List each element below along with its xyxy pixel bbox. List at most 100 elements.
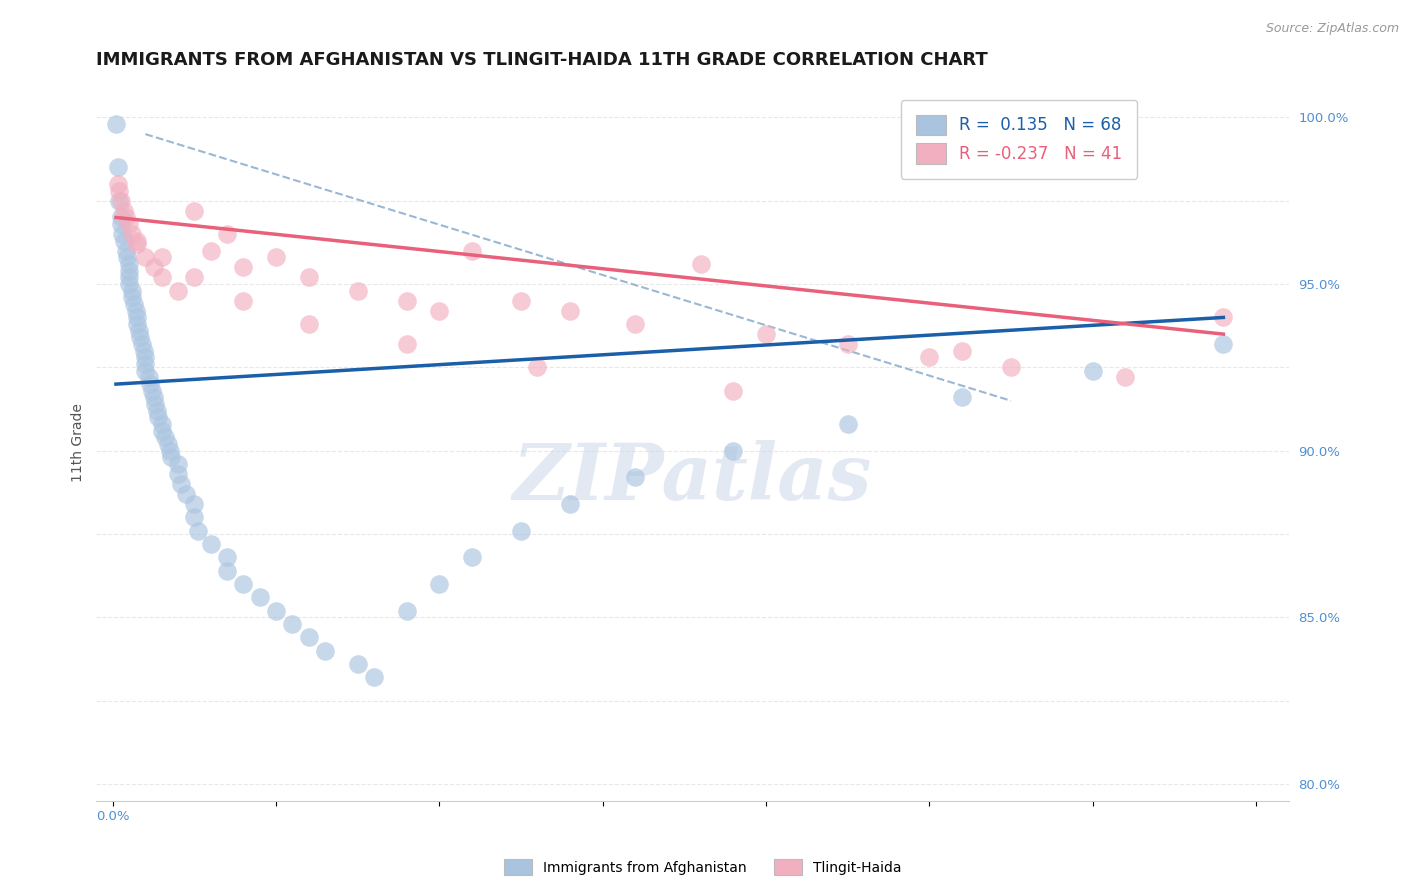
- Point: [134, 251, 156, 265]
- Point: [121, 284, 143, 298]
- Point: [363, 670, 385, 684]
- Point: [121, 227, 143, 241]
- Point: [167, 284, 190, 298]
- Point: [249, 591, 271, 605]
- Point: [129, 330, 152, 344]
- Point: [146, 404, 169, 418]
- Point: [150, 251, 173, 265]
- Point: [395, 293, 418, 308]
- Point: [200, 244, 222, 258]
- Point: [689, 257, 711, 271]
- Point: [160, 450, 183, 465]
- Point: [200, 537, 222, 551]
- Point: [624, 317, 647, 331]
- Point: [232, 577, 254, 591]
- Point: [150, 270, 173, 285]
- Point: [131, 337, 153, 351]
- Point: [143, 397, 166, 411]
- Point: [112, 203, 135, 218]
- Point: [264, 251, 287, 265]
- Point: [1114, 370, 1136, 384]
- Point: [148, 410, 170, 425]
- Point: [110, 217, 132, 231]
- Point: [461, 550, 484, 565]
- Point: [264, 604, 287, 618]
- Point: [183, 510, 205, 524]
- Point: [1081, 364, 1104, 378]
- Point: [215, 550, 238, 565]
- Point: [118, 257, 141, 271]
- Point: [117, 251, 139, 265]
- Point: [139, 377, 162, 392]
- Point: [150, 424, 173, 438]
- Point: [755, 327, 778, 342]
- Point: [134, 351, 156, 365]
- Point: [118, 270, 141, 285]
- Point: [110, 211, 132, 225]
- Point: [918, 351, 941, 365]
- Text: ZIPatlas: ZIPatlas: [513, 440, 872, 516]
- Point: [346, 284, 368, 298]
- Point: [142, 260, 165, 275]
- Point: [187, 524, 209, 538]
- Legend: R =  0.135   N = 68, R = -0.237   N = 41: R = 0.135 N = 68, R = -0.237 N = 41: [901, 100, 1137, 178]
- Point: [298, 317, 321, 331]
- Point: [298, 631, 321, 645]
- Point: [232, 260, 254, 275]
- Point: [558, 303, 581, 318]
- Point: [183, 270, 205, 285]
- Point: [142, 391, 165, 405]
- Point: [183, 203, 205, 218]
- Point: [107, 161, 129, 175]
- Point: [114, 244, 136, 258]
- Point: [124, 303, 146, 318]
- Point: [314, 644, 336, 658]
- Point: [1212, 337, 1234, 351]
- Point: [122, 297, 145, 311]
- Point: [127, 317, 149, 331]
- Point: [170, 477, 193, 491]
- Point: [461, 244, 484, 258]
- Point: [1000, 360, 1022, 375]
- Point: [174, 487, 197, 501]
- Point: [281, 617, 304, 632]
- Point: [118, 217, 141, 231]
- Point: [121, 290, 143, 304]
- Point: [127, 310, 149, 325]
- Point: [837, 417, 859, 431]
- Point: [167, 457, 190, 471]
- Point: [624, 470, 647, 484]
- Point: [427, 577, 450, 591]
- Point: [110, 194, 132, 208]
- Point: [298, 270, 321, 285]
- Point: [723, 443, 745, 458]
- Point: [346, 657, 368, 672]
- Point: [118, 264, 141, 278]
- Point: [128, 324, 150, 338]
- Point: [153, 430, 176, 444]
- Point: [107, 177, 129, 191]
- Point: [558, 497, 581, 511]
- Point: [127, 234, 149, 248]
- Point: [138, 370, 160, 384]
- Point: [104, 117, 127, 131]
- Text: Source: ZipAtlas.com: Source: ZipAtlas.com: [1265, 22, 1399, 36]
- Point: [427, 303, 450, 318]
- Point: [132, 343, 155, 358]
- Point: [526, 360, 548, 375]
- Point: [134, 364, 156, 378]
- Point: [108, 194, 131, 208]
- Point: [950, 343, 973, 358]
- Y-axis label: 11th Grade: 11th Grade: [72, 403, 86, 482]
- Legend: Immigrants from Afghanistan, Tlingit-Haida: Immigrants from Afghanistan, Tlingit-Hai…: [499, 854, 907, 880]
- Point: [215, 564, 238, 578]
- Point: [157, 437, 180, 451]
- Point: [118, 277, 141, 292]
- Point: [510, 524, 533, 538]
- Point: [232, 293, 254, 308]
- Point: [108, 184, 131, 198]
- Point: [159, 443, 181, 458]
- Point: [215, 227, 238, 241]
- Point: [150, 417, 173, 431]
- Point: [114, 211, 136, 225]
